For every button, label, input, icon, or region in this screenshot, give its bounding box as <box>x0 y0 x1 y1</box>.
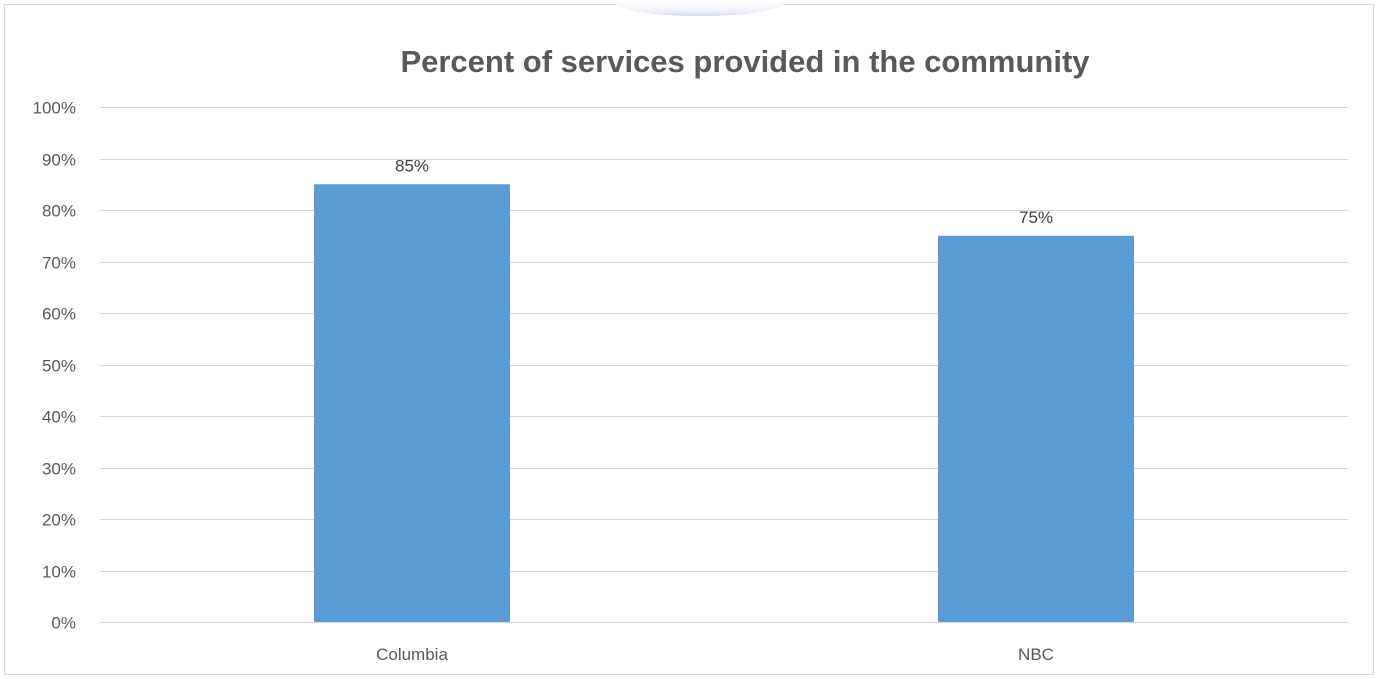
y-tick-label: 40% <box>42 408 76 427</box>
y-tick-label: 80% <box>42 202 76 221</box>
y-tick-label: 0% <box>51 614 76 633</box>
y-tick-label: 20% <box>42 511 76 530</box>
bar-columbia <box>314 184 510 622</box>
y-tick-label: 10% <box>42 563 76 582</box>
y-tick-label: 100% <box>33 99 76 118</box>
bars <box>314 184 1134 622</box>
y-tick-label: 70% <box>42 254 76 273</box>
y-tick-label: 50% <box>42 357 76 376</box>
y-tick-label: 60% <box>42 305 76 324</box>
category-labels: Columbia NBC <box>376 645 1054 664</box>
y-tick-label: 30% <box>42 460 76 479</box>
category-label: Columbia <box>376 645 448 664</box>
chart-title: Percent of services provided in the comm… <box>400 44 1090 79</box>
category-label: NBC <box>1018 645 1054 664</box>
data-label: 85% <box>395 156 429 175</box>
y-tick-label: 90% <box>42 151 76 170</box>
decorative-arc <box>615 2 785 16</box>
gridlines <box>100 107 1348 623</box>
data-label: 75% <box>1019 208 1053 227</box>
chart-frame <box>4 2 1374 675</box>
bar-nbc <box>938 235 1134 622</box>
y-axis-ticks: 0% 10% 20% 30% 40% 50% 60% 70% 80% 90% 100% <box>33 99 76 633</box>
data-labels: 85% 75% <box>395 156 1053 227</box>
